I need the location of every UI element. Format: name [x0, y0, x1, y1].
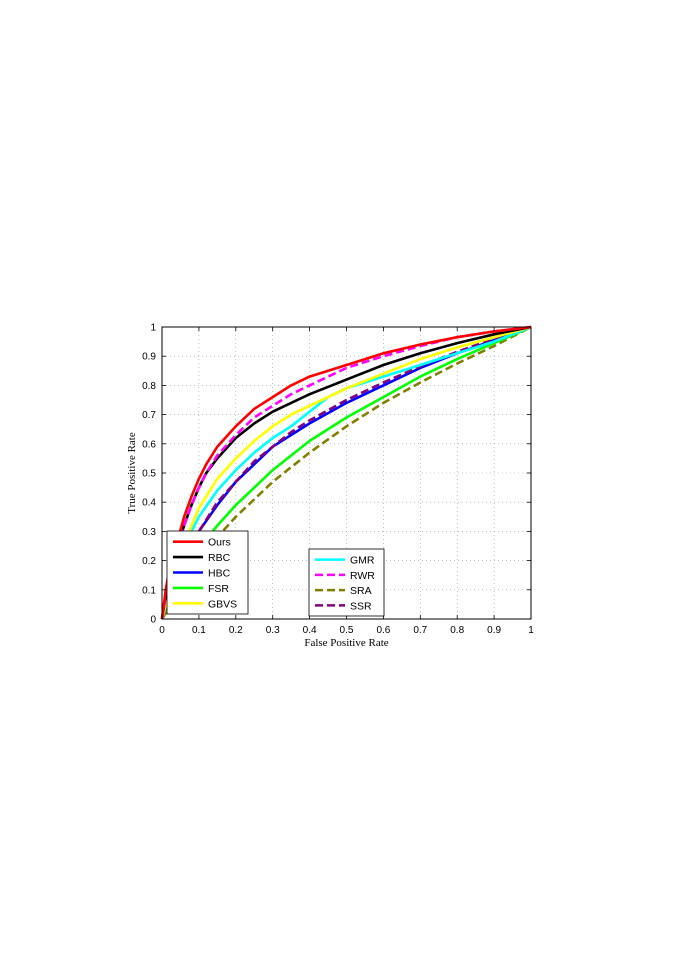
legend-label-ours: Ours [208, 537, 231, 549]
x-tick-label: 0.6 [376, 625, 390, 636]
legend-label-fsr: FSR [208, 583, 229, 595]
y-tick-label: 0.9 [142, 352, 156, 363]
legends: Ours RBC HBC FSR GBVS GMR RWR SRA SSR [166, 530, 385, 617]
y-tick-label: 0.3 [142, 527, 156, 538]
legend-label-rbc: RBC [208, 552, 231, 564]
x-tick-label: 0 [159, 625, 165, 636]
legend-2: GMR RWR SRA SSR [308, 548, 385, 617]
y-tick-label: 1 [150, 323, 156, 334]
y-tick-label: 0.6 [142, 439, 156, 450]
x-tick-label: 0.7 [413, 625, 427, 636]
legend-1: Ours RBC HBC FSR GBVS [166, 530, 249, 615]
x-tick-label: 0.5 [340, 625, 354, 636]
x-tick-label: 0.1 [192, 625, 206, 636]
axis-ticks: 0 0.1 0.2 0.3 0.4 0.5 0.6 0.7 0.8 0.9 1 0 0.1 0.2 0.3 0… [142, 323, 534, 637]
series-ssr-line [160, 325, 532, 620]
legend-label-rwr: RWR [350, 570, 375, 582]
x-tick-label: 1 [528, 625, 534, 636]
y-tick-label: 0.2 [142, 556, 156, 567]
y-tick-label: 0 [150, 615, 156, 626]
legend-label-gbvs: GBVS [208, 598, 237, 610]
y-axis-label: True Positive Rate [126, 432, 138, 514]
y-tick-label: 0.7 [142, 410, 156, 421]
y-tick-label: 0.5 [142, 469, 156, 480]
y-tick-label: 0.1 [142, 585, 156, 596]
y-tick-label: 0.8 [142, 381, 156, 392]
x-tick-label: 0.9 [487, 625, 501, 636]
x-tick-label: 0.4 [303, 625, 317, 636]
x-tick-label: 0.2 [229, 625, 243, 636]
x-axis-label: False Positive Rate [304, 637, 388, 649]
x-tick-label: 0.8 [450, 625, 464, 636]
legend-label-gmr: GMR [350, 555, 375, 567]
legend-label-sra: SRA [350, 585, 372, 597]
x-tick-label: 0.3 [266, 625, 280, 636]
y-tick-label: 0.4 [142, 498, 156, 509]
legend-label-ssr: SSR [350, 600, 372, 612]
legend-label-hbc: HBC [208, 568, 231, 580]
